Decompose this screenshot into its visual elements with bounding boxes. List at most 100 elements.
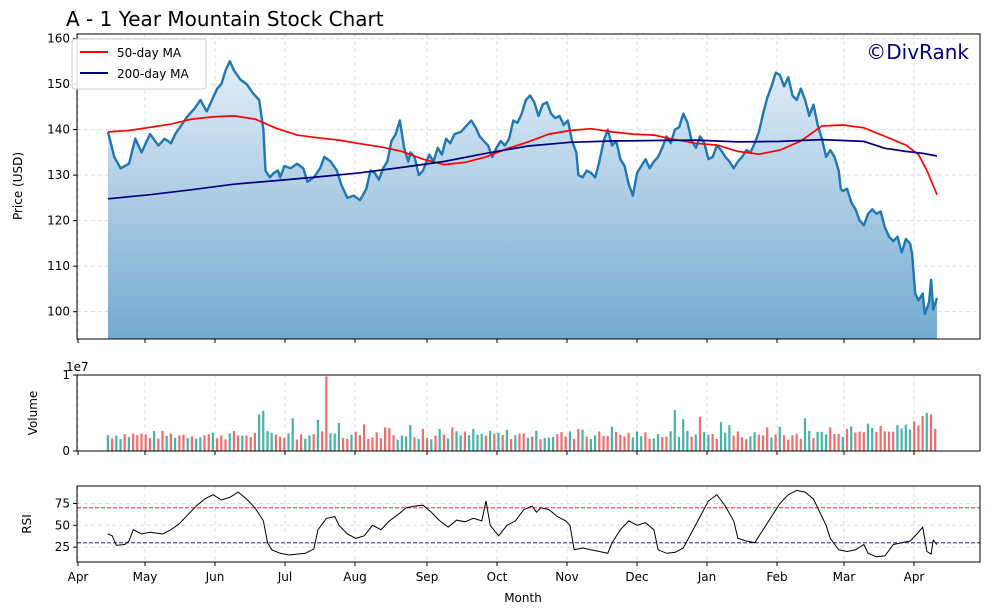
volume-bar <box>841 436 844 451</box>
volume-bar <box>543 437 546 451</box>
volume-bar <box>413 437 416 451</box>
volume-bar <box>724 432 727 451</box>
volume-bar <box>228 433 231 451</box>
volume-bar <box>656 434 660 451</box>
volume-bar <box>274 434 277 451</box>
volume-bar <box>761 435 765 451</box>
volume-bar <box>266 431 269 451</box>
price-y-tick-label: 130 <box>47 168 70 182</box>
volume-bar <box>174 438 177 451</box>
volume-bar <box>652 438 655 451</box>
volume-bar <box>484 435 487 451</box>
volume-bar <box>732 435 735 451</box>
volume-bar <box>698 416 702 451</box>
volume-bar <box>589 439 592 451</box>
volume-bar <box>694 434 697 451</box>
volume-bar <box>560 432 563 451</box>
watermark: ©DivRank <box>866 40 969 64</box>
volume-y-tick-label: 0 <box>62 444 70 458</box>
volume-bar <box>703 432 706 451</box>
volume-bar <box>648 438 651 451</box>
price-y-tick-label: 110 <box>47 259 70 273</box>
volume-bar <box>262 410 265 451</box>
volume-bar <box>157 438 160 451</box>
volume-bar <box>854 432 857 451</box>
legend-ma200-label: 200-day MA <box>117 67 189 81</box>
volume-bar <box>304 438 307 451</box>
volume-bars <box>106 376 937 451</box>
legend-ma50-label: 50-day MA <box>117 46 182 60</box>
rsi-y-axis-label: RSI <box>20 514 34 534</box>
price-y-tick-label: 120 <box>47 214 70 228</box>
volume-bar <box>459 435 462 451</box>
volume-y-tick-label: 1 <box>62 368 70 382</box>
volume-bar <box>627 432 630 451</box>
volume-bar <box>417 438 420 451</box>
volume-bar <box>871 427 874 451</box>
month-tick-label: Nov <box>555 570 578 584</box>
volume-bar <box>426 437 429 451</box>
volume-bar <box>279 436 282 451</box>
volume-bar <box>900 428 903 451</box>
volume-bar <box>337 422 340 451</box>
volume-bar <box>829 427 832 451</box>
volume-bar <box>552 436 555 451</box>
volume-bar <box>661 437 664 451</box>
volume-bar <box>673 410 676 451</box>
volume-bar <box>493 433 496 451</box>
volume-bar <box>631 437 634 451</box>
volume-bar <box>354 431 357 451</box>
volume-bar <box>564 436 567 451</box>
rsi-y-tick-label: 25 <box>55 540 70 554</box>
volume-bar <box>686 430 689 451</box>
volume-bar <box>421 429 424 451</box>
volume-bar <box>602 435 605 451</box>
volume-bar <box>472 429 475 451</box>
volume-bar <box>728 425 731 451</box>
month-tick-label: Oct <box>487 570 508 584</box>
volume-bar <box>358 435 361 451</box>
volume-bar <box>812 438 815 451</box>
rsi-plot-frame <box>76 485 981 563</box>
volume-bar <box>736 431 739 451</box>
volume-bar <box>195 438 198 451</box>
volume-bar <box>165 435 168 451</box>
volume-bar <box>148 438 151 451</box>
month-tick-label: Jan <box>697 570 717 584</box>
volume-bar <box>136 435 139 451</box>
volume-bar <box>476 434 479 451</box>
x-axis-label: Month <box>504 591 542 605</box>
volume-plot-frame <box>76 374 981 452</box>
volume-bar <box>795 433 798 451</box>
ma50-line <box>107 115 938 196</box>
volume-bar <box>388 428 391 451</box>
volume-bar <box>346 438 349 451</box>
chart-title: A - 1 Year Mountain Stock Chart <box>66 7 384 31</box>
volume-bar <box>640 436 643 451</box>
volume-bar <box>929 414 933 451</box>
volume-bar <box>921 416 924 451</box>
volume-bar <box>253 432 256 451</box>
price-y-tick-label: 140 <box>47 123 70 137</box>
volume-bar <box>350 434 353 451</box>
volume-bar <box>186 438 189 451</box>
volume-bar <box>161 430 164 451</box>
volume-bar <box>879 425 882 451</box>
volume-bar <box>820 431 823 451</box>
month-x-ticks: Apr May Jun Jul Aug Sep Oct Nov Dec Jan Feb Mar Apr <box>68 562 924 584</box>
volume-bar <box>745 439 748 451</box>
volume-bar <box>816 431 819 451</box>
volume-bar <box>892 431 895 451</box>
volume-bar <box>153 431 156 451</box>
volume-bar <box>140 433 143 451</box>
volume-bar <box>430 439 433 451</box>
volume-bar <box>501 435 504 451</box>
volume-bar <box>682 419 685 451</box>
rsi-panel: 25 50 75 RSI Apr May Jun Jul Aug Sep Oct Nov Dec Ja… <box>20 485 981 605</box>
rsi-y-tick-label: 75 <box>55 496 70 510</box>
volume-bar <box>224 439 227 451</box>
volume-bar <box>623 436 626 451</box>
volume-bar <box>497 432 500 451</box>
price-y-axis-label: Price (USD) <box>11 152 25 220</box>
volume-bar <box>665 436 668 451</box>
